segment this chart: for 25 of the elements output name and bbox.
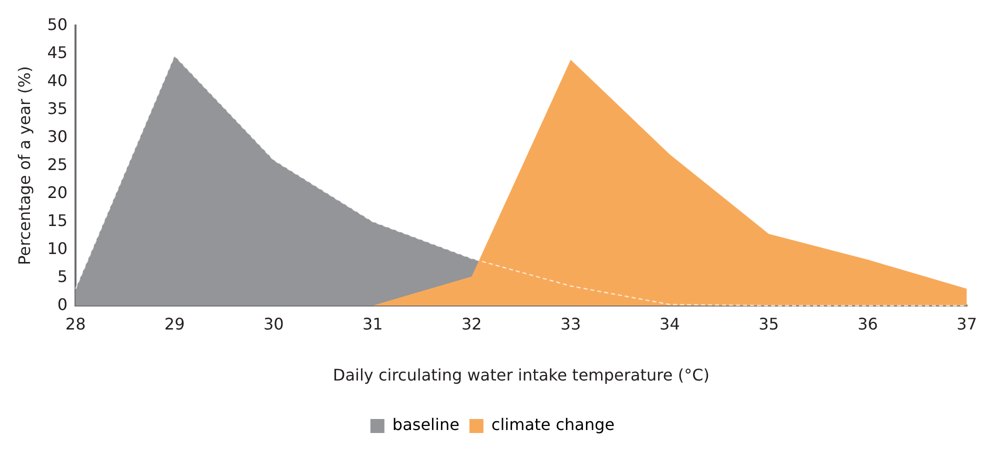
x-tick-label: 34	[660, 314, 680, 334]
x-tick-label: 37	[956, 314, 977, 334]
y-tick-label: 30	[47, 126, 68, 146]
y-tick-label: 35	[47, 98, 68, 118]
x-tick-label: 29	[164, 314, 185, 334]
legend-label: climate change	[491, 415, 615, 434]
y-tick-label: 50	[47, 14, 68, 34]
x-tick-label: 35	[758, 314, 779, 334]
y-tick-label: 5	[57, 266, 68, 286]
y-axis-title: Percentage of a year (%)	[14, 66, 34, 266]
y-tick-label: 0	[57, 294, 68, 314]
x-tick-label: 28	[65, 314, 86, 334]
x-tick-label: 31	[362, 314, 383, 334]
y-tick-label: 45	[47, 42, 68, 62]
y-tick-label: 40	[47, 70, 68, 90]
x-tick-label: 30	[263, 314, 284, 334]
y-tick-label: 20	[47, 182, 68, 202]
x-tick-label: 33	[560, 314, 581, 334]
y-tick-label: 10	[47, 238, 68, 258]
legend-label: baseline	[392, 415, 460, 434]
x-axis-title: Daily circulating water intake temperature (°C)	[332, 366, 710, 385]
x-tick-label: 32	[461, 314, 482, 334]
y-tick-label: 25	[47, 154, 68, 174]
x-tick-label: 36	[858, 314, 878, 334]
y-tick-label: 15	[47, 210, 68, 230]
